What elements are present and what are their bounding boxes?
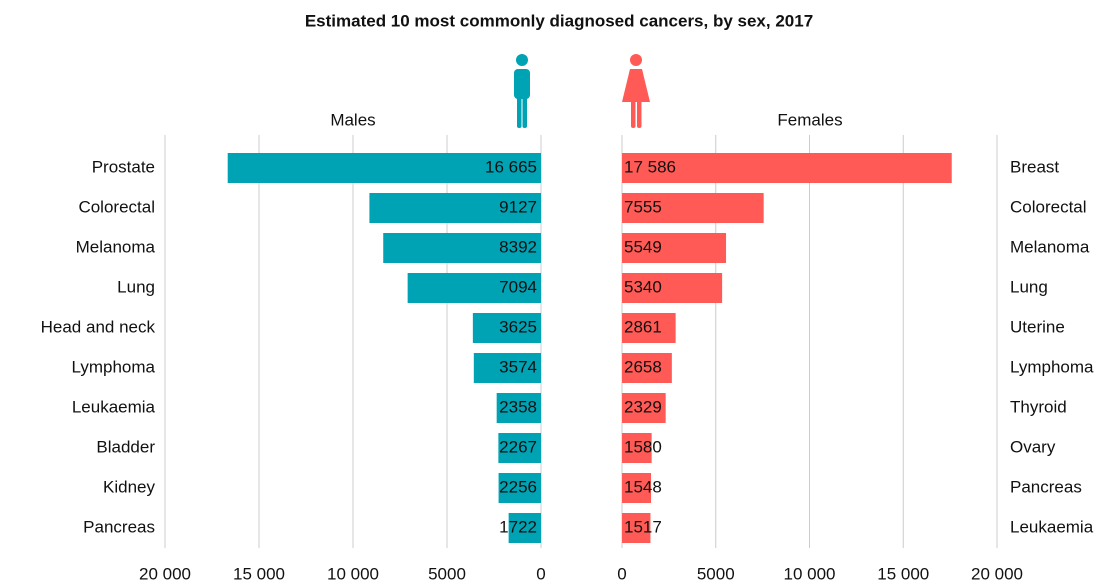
bar [227, 153, 541, 183]
x-tick-label: 15 000 [877, 564, 929, 583]
value-label: 5549 [624, 237, 662, 256]
chart-title: Estimated 10 most commonly diagnosed can… [305, 11, 813, 30]
category-label: Head and neck [41, 317, 156, 336]
x-tick-label: 10 000 [327, 564, 379, 583]
bar [622, 273, 723, 303]
value-label: 2658 [624, 357, 662, 376]
bar [622, 353, 672, 383]
bar [472, 313, 541, 343]
category-label: Lung [117, 277, 155, 296]
category-label: Pancreas [83, 517, 155, 536]
value-label: 3625 [499, 317, 537, 336]
category-label: Colorectal [1010, 197, 1087, 216]
value-label: 16 665 [485, 157, 537, 176]
bar [622, 433, 652, 463]
value-label: 3574 [499, 357, 537, 376]
category-label: Bladder [96, 437, 155, 456]
category-label: Kidney [103, 477, 155, 496]
value-label: 9127 [499, 197, 537, 216]
bar [622, 153, 952, 183]
value-label: 2861 [624, 317, 662, 336]
female-icon [622, 54, 650, 128]
bar [622, 193, 764, 223]
value-label: 1517 [624, 517, 662, 536]
x-tick-label: 0 [536, 564, 545, 583]
value-label: 17 586 [624, 157, 676, 176]
value-label: 2358 [499, 397, 537, 416]
value-label: 7094 [499, 277, 537, 296]
x-tick-label: 0 [617, 564, 626, 583]
bar [498, 433, 541, 463]
category-label: Lymphoma [72, 357, 156, 376]
bar [622, 513, 651, 543]
panel-title: Males [330, 110, 375, 129]
category-label: Uterine [1010, 317, 1065, 336]
bar [473, 353, 541, 383]
bar [508, 513, 541, 543]
category-label: Melanoma [1010, 237, 1090, 256]
x-tick-label: 5000 [428, 564, 466, 583]
bar [622, 473, 652, 503]
male-icon [514, 54, 530, 128]
value-label: 2267 [499, 437, 537, 456]
value-label: 1580 [624, 437, 662, 456]
value-label: 8392 [499, 237, 537, 256]
category-label: Pancreas [1010, 477, 1082, 496]
value-label: 5340 [624, 277, 662, 296]
bar [622, 313, 676, 343]
bar [498, 473, 541, 503]
x-tick-label: 20 000 [971, 564, 1023, 583]
bar [496, 393, 541, 423]
category-label: Lymphoma [1010, 357, 1094, 376]
category-label: Colorectal [78, 197, 155, 216]
bar [622, 393, 666, 423]
x-tick-label: 10 000 [784, 564, 836, 583]
x-tick-label: 5000 [697, 564, 735, 583]
category-label: Breast [1010, 157, 1059, 176]
category-label: Ovary [1010, 437, 1056, 456]
value-label: 2256 [499, 477, 537, 496]
value-label: 2329 [624, 397, 662, 416]
bar [369, 193, 541, 223]
category-label: Melanoma [76, 237, 156, 256]
category-label: Prostate [92, 157, 155, 176]
category-label: Thyroid [1010, 397, 1067, 416]
category-label: Lung [1010, 277, 1048, 296]
panel-title: Females [777, 110, 842, 129]
x-tick-label: 20 000 [139, 564, 191, 583]
value-label: 1548 [624, 477, 662, 496]
category-label: Leukaemia [72, 397, 156, 416]
bar [407, 273, 541, 303]
bar [383, 233, 541, 263]
x-tick-label: 15 000 [233, 564, 285, 583]
value-label: 7555 [624, 197, 662, 216]
bar [622, 233, 727, 263]
value-label: 1722 [499, 517, 537, 536]
category-label: Leukaemia [1010, 517, 1094, 536]
